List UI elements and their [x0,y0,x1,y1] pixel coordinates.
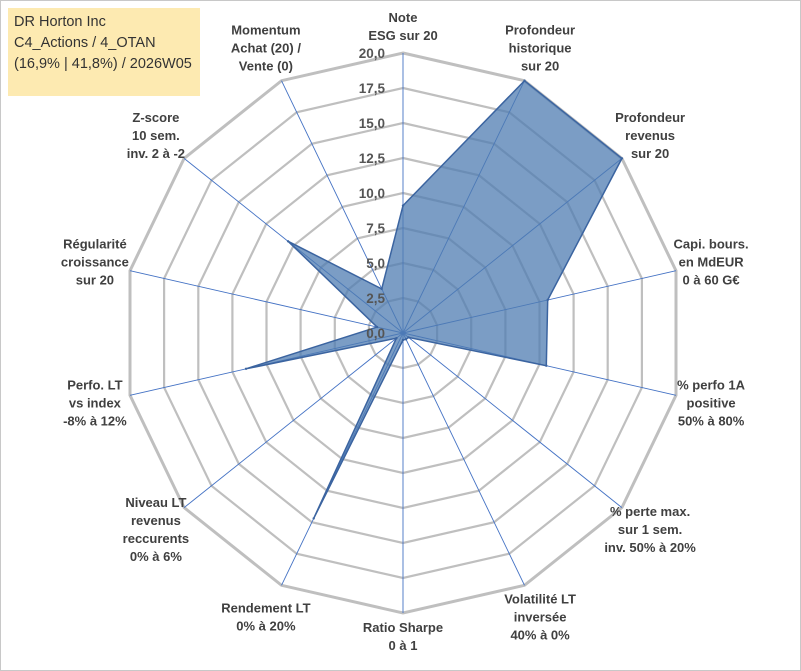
axis-label-line: Z-score [132,110,179,125]
axis-label-line: Rendement LT [221,601,310,616]
axis-label-line: reccurents [123,531,189,546]
series-point-8 [312,517,315,520]
axis-label-line: Profondeur [505,22,575,37]
axis-label-line: en MdEUR [679,255,745,270]
axis-label-10: Perfo. LT vs index -8% à 12% [63,377,127,428]
axis-label-line: ESG sur 20 [368,28,437,43]
axis-label-line: Régularité [63,237,127,252]
axis-label-13: Momentum Achat (20) / Vente (0) [231,22,301,73]
axis-label-12: Z-score 10 sem. inv. 2 à -2 [127,110,185,161]
axis-label-line: revenus [131,513,181,528]
axis-label-line: 0 à 1 [389,638,418,653]
series-point-7 [401,338,405,342]
axis-label-line: % perte max. [610,504,690,519]
series-point-9 [395,337,398,340]
axis-label-4: % perfo 1A positive 50% à 80% [677,377,746,428]
axis-label-9: Niveau LT revenus reccurents 0% à 6% [123,495,189,564]
axis-label-line: vs index [69,395,122,410]
axis-label-line: sur 20 [521,58,559,73]
axis-label-line: % perfo 1A [677,377,746,392]
axis-label-line: Volatilité LT [504,592,576,607]
series-point-3 [546,298,549,302]
axis-label-line: 0% à 6% [130,549,182,564]
axis-label-line: 50% à 80% [678,413,745,428]
axis-label-11: Régularité croissance sur 20 [61,237,129,288]
axis-label-line: Ratio Sharpe [363,620,443,635]
axis-label-line: 40% à 0% [510,628,570,643]
tick-label: 17,5 [359,81,386,96]
series-point-10 [244,367,248,370]
axis-label-7: Ratio Sharpe 0 à 1 [363,620,443,653]
tick-label: 10,0 [359,186,385,201]
series-point-0 [401,204,405,207]
axis-spoke-11 [129,270,404,334]
axis-label-line: Momentum [231,22,300,37]
series-point-11 [375,325,379,329]
axis-label-0: Note ESG sur 20 [368,10,437,43]
axis-label-line: Capi. bours. [674,237,749,252]
axis-label-line: 10 sem. [132,128,180,143]
axis-label-line: croissance [61,255,129,270]
axis-spoke-5 [402,332,623,508]
axis-label-2: Profondeur revenus sur 20 [615,110,685,161]
axis-label-line: inv. 2 à -2 [127,146,185,161]
tick-label: 7,5 [366,221,385,236]
axis-label-1: Profondeur historique sur 20 [505,22,575,73]
axis-label-line: 0% à 20% [236,619,296,634]
tick-label: 5,0 [366,256,385,271]
axis-label-line: Achat (20) / [231,40,301,55]
axis-label-5: % perte max. sur 1 sem. inv. 50% à 20% [604,504,696,555]
title-stats: (16,9% | 41,8%) / 2026W05 [14,56,192,72]
axis-label-line: historique [509,40,572,55]
title-company: DR Horton Inc [14,14,106,30]
series-point-1 [523,79,526,82]
axis-labels: Note ESG sur 20 Profondeur historique sur 20… [61,10,749,653]
tick-label: 2,5 [366,291,385,306]
tick-label: 0,0 [366,326,385,341]
axis-label-line: positive [687,395,736,410]
tick-label: 12,5 [359,151,386,166]
axis-label-line: sur 20 [631,146,669,161]
axis-spoke-9 [183,332,404,508]
axis-spoke-6 [402,332,525,586]
axis-label-line: inv. 50% à 20% [604,540,696,555]
axis-label-6: Volatilité LT inversée 40% à 0% [504,592,576,643]
axis-label-8: Rendement LT 0% à 20% [221,601,310,634]
title-category: C4_Actions / 4_OTAN [14,35,156,51]
series-point-2 [620,157,624,160]
series-area-0 [245,79,623,519]
axis-label-line: Niveau LT [125,495,186,510]
series-point-12 [286,240,290,243]
axis-label-line: sur 1 sem. [618,522,682,537]
axis-label-line: 0 à 60 G€ [683,273,740,288]
axis-label-3: Capi. bours. en MdEUR 0 à 60 G€ [674,237,749,288]
series-point-13 [380,287,383,291]
radial-tick-labels: 0,0 2,5 5,0 7,5 10,0 12,5 15,0 17,5 20,0 [359,46,386,341]
axis-label-line: revenus [625,128,675,143]
tick-label: 15,0 [359,116,385,131]
tick-label: 20,0 [359,46,385,61]
chart-title-box: DR Horton Inc C4_Actions / 4_OTAN (16,9%… [8,8,200,96]
axis-label-line: inversée [514,610,567,625]
axis-label-line: -8% à 12% [63,413,127,428]
radar-series [244,79,624,520]
axis-label-line: Note [389,10,418,25]
axis-label-line: Vente (0) [239,58,293,73]
axis-label-line: sur 20 [76,273,114,288]
series-point-6 [404,338,408,341]
series-point-4 [545,364,548,367]
axis-label-line: Perfo. LT [67,377,122,392]
axis-label-line: Profondeur [615,110,685,125]
series-point-5 [407,336,410,339]
